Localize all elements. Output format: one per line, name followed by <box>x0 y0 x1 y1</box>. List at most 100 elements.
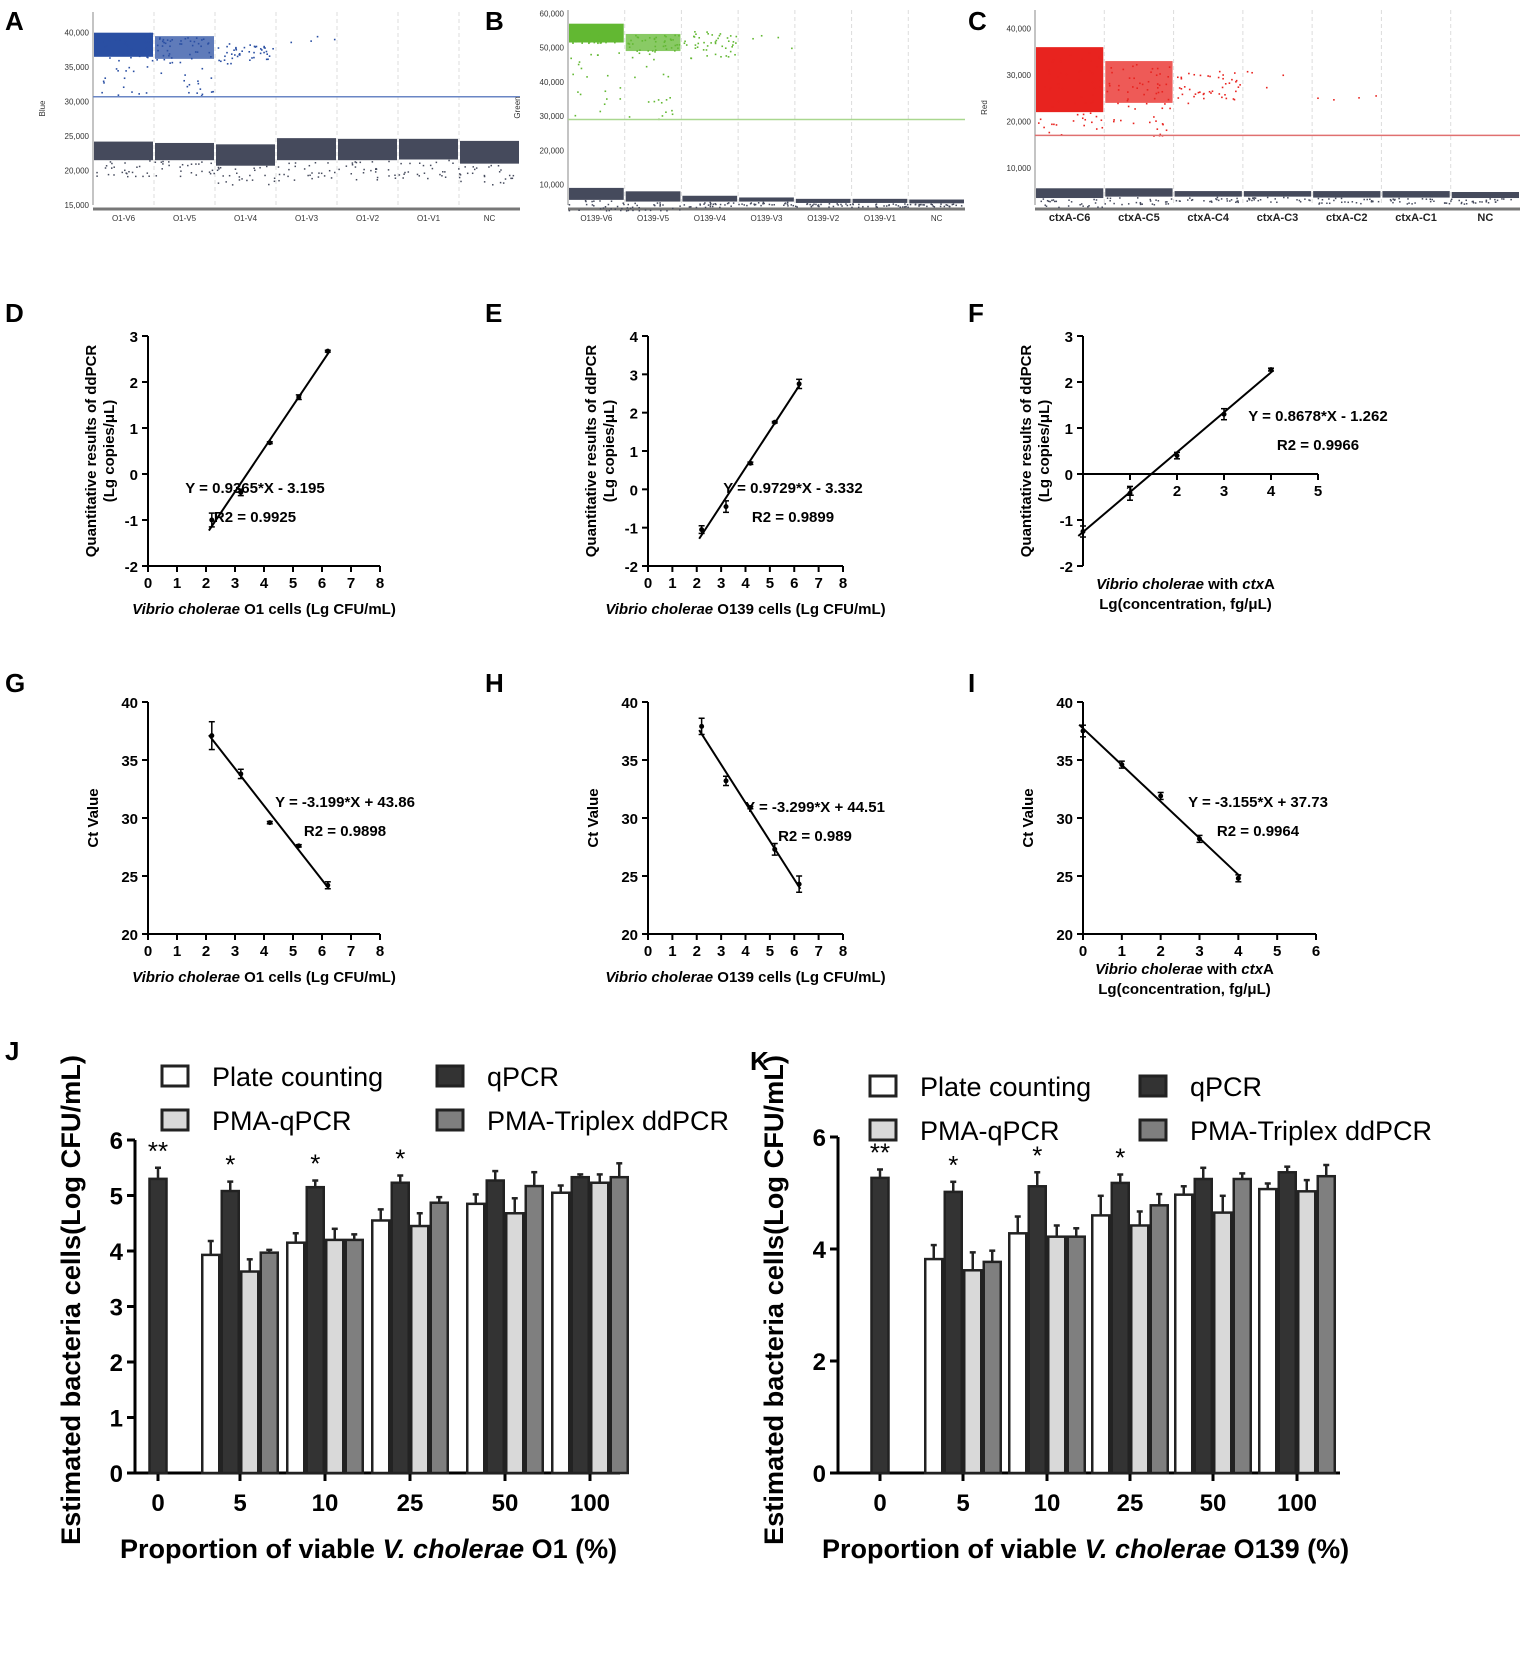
panel-A: A 15,000 20,000 25,000 30,000 35,000 40,000 Blu… <box>5 6 520 223</box>
negative-droplet <box>955 204 957 207</box>
positive-droplet <box>217 47 220 49</box>
positive-droplet <box>694 31 696 33</box>
negative-droplet <box>1139 202 1142 205</box>
x-tick-label: 4 <box>260 575 269 592</box>
negative-droplet <box>858 203 860 206</box>
negative-droplet <box>946 204 949 207</box>
positive-droplet <box>696 46 699 49</box>
positive-droplet <box>235 47 237 50</box>
positive-droplet <box>628 43 631 45</box>
negative-droplet <box>846 204 849 207</box>
negative-droplet <box>294 162 297 164</box>
negative-droplet <box>1489 198 1491 200</box>
positive-droplet <box>132 70 135 73</box>
x-tick-label: 2 <box>1156 943 1164 960</box>
x-axis-label-italic: Vibrio cholerae <box>605 969 713 986</box>
x-tick-label: 4 <box>1234 943 1243 960</box>
negative-droplet <box>607 203 610 206</box>
negative-droplet <box>149 160 151 162</box>
positive-droplet <box>109 57 111 59</box>
positive-droplet <box>570 26 573 29</box>
negative-droplet <box>138 165 141 168</box>
positive-droplet <box>1095 115 1098 118</box>
positive-droplet <box>598 26 600 29</box>
positive-droplet <box>1127 91 1129 93</box>
negative-droplet <box>699 203 701 205</box>
negative-droplet <box>1068 199 1070 201</box>
positive-droplet <box>272 47 274 50</box>
positive-droplet <box>188 91 190 94</box>
negative-droplet <box>1157 200 1160 202</box>
positive-droplet <box>1222 74 1224 76</box>
y-axis-label: Quantitative results of ddPCR(Lg copies/… <box>1018 345 1053 558</box>
negative-droplet <box>930 203 932 206</box>
negative-droplet <box>1340 201 1343 204</box>
negative-droplet <box>1355 201 1358 204</box>
bar-pma-qpcr <box>963 1269 983 1475</box>
negative-droplet <box>308 164 311 167</box>
y-tick-label: -2 <box>625 559 638 576</box>
bar-qpcr <box>870 1176 890 1475</box>
negative-droplet <box>1149 198 1152 201</box>
positive-droplet <box>196 51 199 53</box>
negative-droplet <box>1472 200 1474 203</box>
positive-droplet <box>134 53 136 56</box>
positive-droplet <box>596 39 598 42</box>
positive-droplet <box>1209 75 1211 78</box>
data-point <box>238 771 244 777</box>
positive-droplet <box>602 29 605 32</box>
positive-droplet <box>664 40 666 42</box>
positive-droplet <box>151 59 154 62</box>
negative-droplet <box>1053 200 1056 203</box>
negative-droplet <box>1229 200 1231 202</box>
positive-droplet <box>128 66 131 69</box>
positive-droplet <box>579 93 582 96</box>
negative-droplet <box>656 202 659 204</box>
positive-droplet <box>1148 121 1151 124</box>
positive-droplet <box>1225 97 1228 100</box>
positive-droplet <box>1120 119 1122 122</box>
negative-droplet <box>933 206 936 208</box>
x-axis-label-part: with <box>1203 961 1241 978</box>
positive-droplet <box>1126 99 1129 102</box>
y-axis-label-line: Ct Value <box>585 788 602 847</box>
positive-droplet <box>144 41 147 44</box>
positive-droplet <box>575 40 577 43</box>
negative-droplet <box>899 206 902 209</box>
positive-droplet <box>218 59 220 62</box>
positive-droplet <box>670 47 673 49</box>
negative-droplet <box>283 173 285 176</box>
negative-droplet <box>851 206 853 209</box>
negative-droplet <box>914 203 917 206</box>
negative-droplet <box>918 205 920 207</box>
negative-droplet <box>568 209 571 212</box>
negative-droplet <box>241 178 243 180</box>
category-label: O139-V6 <box>580 214 613 223</box>
negative-droplet <box>951 203 954 206</box>
y-tick-label: 25,000 <box>65 132 90 141</box>
positive-droplet <box>662 73 665 76</box>
negative-droplet <box>876 206 879 209</box>
negative-droplet <box>895 204 897 206</box>
y-tick-label: 6 <box>110 1128 123 1155</box>
positive-droplet-band <box>94 32 153 57</box>
positive-droplet <box>201 39 203 41</box>
negative-droplet <box>490 164 492 167</box>
panel-I: I 20 25 30 35 40 0 1 2 3 4 5 6 Ct Value Vibrio cholera… <box>968 668 1328 998</box>
positive-droplet <box>729 35 732 37</box>
positive-droplet <box>255 45 258 48</box>
positive-droplet <box>726 37 729 39</box>
positive-droplet <box>1117 102 1119 105</box>
positive-droplet <box>1188 72 1190 75</box>
significance-marker: * <box>1115 1143 1125 1173</box>
positive-droplet <box>161 45 164 47</box>
negative-droplet <box>627 209 630 212</box>
positive-droplet <box>572 73 574 76</box>
negative-droplet <box>110 167 113 169</box>
negative-droplet <box>466 172 469 175</box>
negative-droplet <box>1450 200 1452 202</box>
negative-droplet <box>1094 202 1097 204</box>
positive-droplet <box>597 42 599 45</box>
y-tick-label: 30,000 <box>540 112 565 121</box>
positive-droplet <box>597 54 599 56</box>
